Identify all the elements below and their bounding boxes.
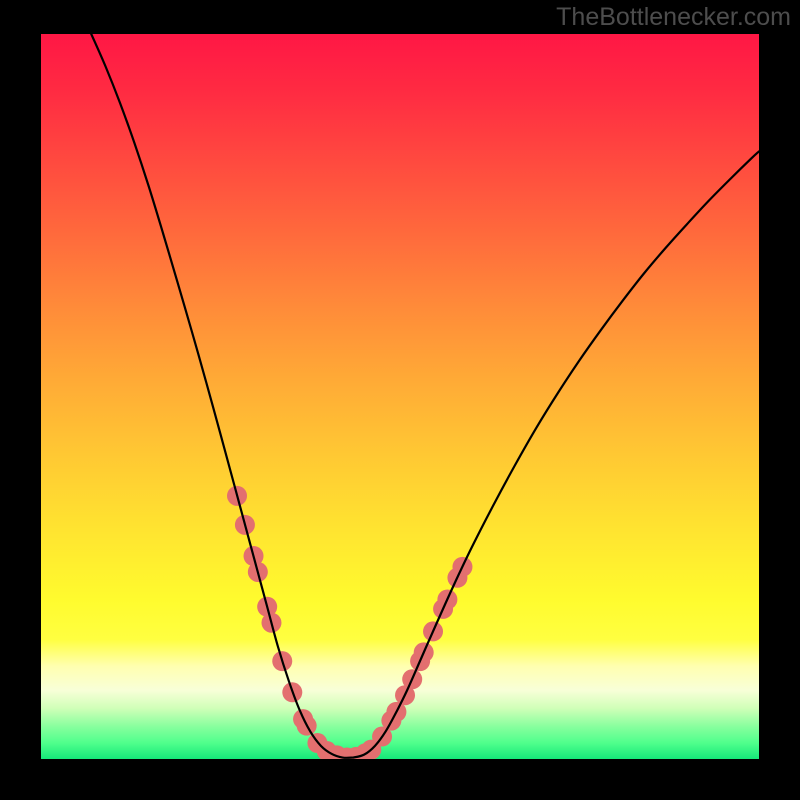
chart-root: TheBottlenecker.com xyxy=(0,0,800,800)
plot-background xyxy=(41,34,759,759)
chart-svg xyxy=(0,0,800,800)
watermark-text: TheBottlenecker.com xyxy=(556,3,791,32)
